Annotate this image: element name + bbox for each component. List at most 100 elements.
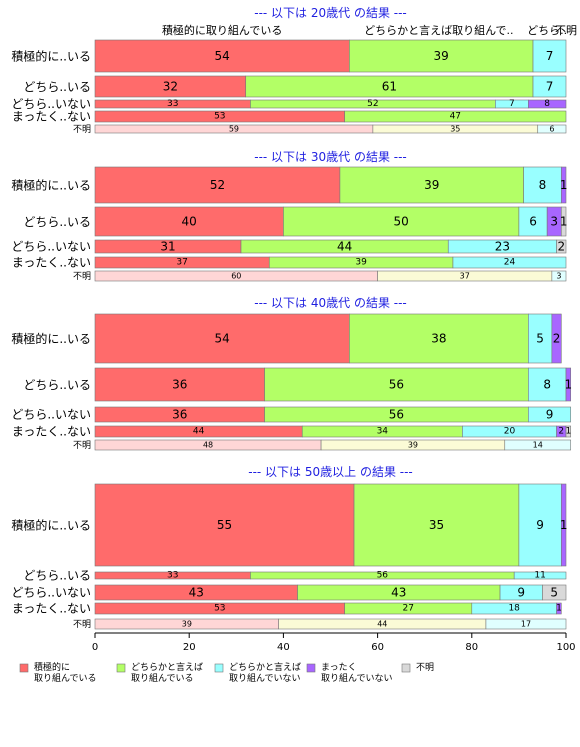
row-label: どちら..いる <box>23 569 91 583</box>
x-tick-label: 80 <box>465 642 478 653</box>
data-label: 17 <box>521 620 531 629</box>
bar-segment <box>518 483 562 567</box>
bar-segment <box>94 39 350 73</box>
bar-segment <box>528 367 567 402</box>
row-label: 積極的に..いる <box>11 178 91 193</box>
column-header: どちらかと言えば取り組んで.. <box>364 24 513 37</box>
data-label: 7 <box>546 80 554 94</box>
bar-segment <box>560 166 567 204</box>
bar-segment <box>528 99 567 109</box>
bar-segment <box>344 110 567 123</box>
data-label: 3 <box>556 272 561 281</box>
bar-segment <box>528 406 572 423</box>
data-label: 2 <box>558 427 564 437</box>
x-tick-label: 100 <box>556 642 575 653</box>
data-label: 8 <box>543 378 551 392</box>
panel-title: --- 以下は 30歳代 の結果 --- <box>254 150 407 164</box>
row-label: 積極的に..いる <box>11 518 91 533</box>
row-label: 不明 <box>73 619 91 630</box>
data-label: 1 <box>560 215 568 229</box>
bar-segment <box>94 367 265 402</box>
data-label: 1 <box>560 518 568 532</box>
data-label: 39 <box>434 49 449 63</box>
data-label: 2 <box>553 332 561 346</box>
legend-label: 積極的に取り組んでいる <box>34 661 97 684</box>
x-tick-label: 20 <box>183 642 196 653</box>
row-label: どちら..いる <box>23 215 91 229</box>
column-header: どちら.. <box>527 24 567 37</box>
legend-label: どちらかと言えば取り組んでいる <box>131 661 203 684</box>
legend-label: まったく取り組んでいない <box>321 662 393 684</box>
data-label: 36 <box>172 378 187 392</box>
row-label: どちら..いない <box>11 240 91 254</box>
data-label: 61 <box>382 80 397 94</box>
row-label: 積極的に..いる <box>11 331 91 346</box>
bar-segment <box>560 483 567 567</box>
data-label: 53 <box>214 112 225 122</box>
bar-segment <box>94 166 341 204</box>
legend-label: どちらかと言えば取り組んでいない <box>229 661 301 684</box>
legend-swatch <box>19 663 29 673</box>
x-tick-label: 60 <box>371 642 384 653</box>
data-label: 20 <box>504 427 516 437</box>
data-label: 37 <box>176 258 187 268</box>
bar-segment <box>353 483 520 567</box>
data-label: 9 <box>546 408 554 422</box>
bar-segment <box>94 483 355 567</box>
data-label: 39 <box>182 620 192 629</box>
bar-segment <box>556 602 562 615</box>
data-label: 6 <box>529 215 537 229</box>
bar-segment <box>556 239 567 254</box>
panel: --- 以下は 40歳代 の結果 ---積極的に..いる 54 38 5 2どちら..い… <box>11 296 572 451</box>
bar-segment <box>523 166 562 204</box>
data-label: 32 <box>163 80 178 94</box>
bar-segment <box>551 313 562 364</box>
legend-swatch <box>306 663 316 673</box>
data-label: 38 <box>431 332 446 346</box>
data-label: 11 <box>534 571 545 581</box>
data-label: 9 <box>536 518 544 532</box>
legend-swatch <box>214 663 224 673</box>
bar-segment <box>349 39 534 73</box>
data-label: 33 <box>167 571 178 581</box>
data-label: 33 <box>167 99 178 109</box>
bar-segment <box>504 439 572 451</box>
data-label: 60 <box>231 272 241 281</box>
x-tick-label: 0 <box>92 642 98 653</box>
bar-segment <box>518 206 548 237</box>
row-label: どちら..いる <box>23 378 91 392</box>
data-label: 35 <box>429 518 444 532</box>
data-label: 43 <box>189 586 204 600</box>
data-label: 5 <box>550 586 558 600</box>
bar-segment <box>532 75 567 98</box>
data-label: 44 <box>377 620 387 629</box>
data-label: 1 <box>565 427 571 437</box>
data-label: 56 <box>389 378 404 392</box>
panel: --- 以下は 30歳代 の結果 ---積極的に..いる 52 39 8 1どちら..い… <box>11 150 567 282</box>
data-label: 52 <box>367 99 378 109</box>
data-label: 1 <box>556 604 562 614</box>
row-label: どちら..いない <box>11 97 91 111</box>
data-label: 3 <box>550 215 558 229</box>
bar-segment <box>537 124 567 134</box>
bar-segment <box>513 571 567 580</box>
bar-segment <box>94 206 284 237</box>
row-label: まったく..ない <box>12 425 91 439</box>
data-label: 56 <box>377 571 389 581</box>
data-label: 44 <box>193 427 205 437</box>
panel-title: --- 以下は 50歳以上 の結果 --- <box>248 465 413 479</box>
data-label: 52 <box>210 178 225 192</box>
bar-segment <box>264 367 529 402</box>
panel: --- 以下は 50歳以上 の結果 --- 積極的に..いる 55 35 9 1 どちら..… <box>11 465 567 630</box>
x-axis: 0 20 40 60 80 100 <box>92 632 576 653</box>
panel-title: --- 以下は 40歳代 の結果 --- <box>254 296 407 310</box>
data-label: 56 <box>389 408 404 422</box>
panel-title: --- 以下は 20歳代 の結果 --- <box>254 6 407 20</box>
bar-segment <box>565 367 572 402</box>
data-label: 35 <box>450 125 460 134</box>
data-label: 53 <box>214 604 225 614</box>
row-label: 積極的に..いる <box>11 49 91 64</box>
data-label: 39 <box>424 178 439 192</box>
bar-segment <box>94 313 350 364</box>
data-label: 31 <box>160 240 175 254</box>
